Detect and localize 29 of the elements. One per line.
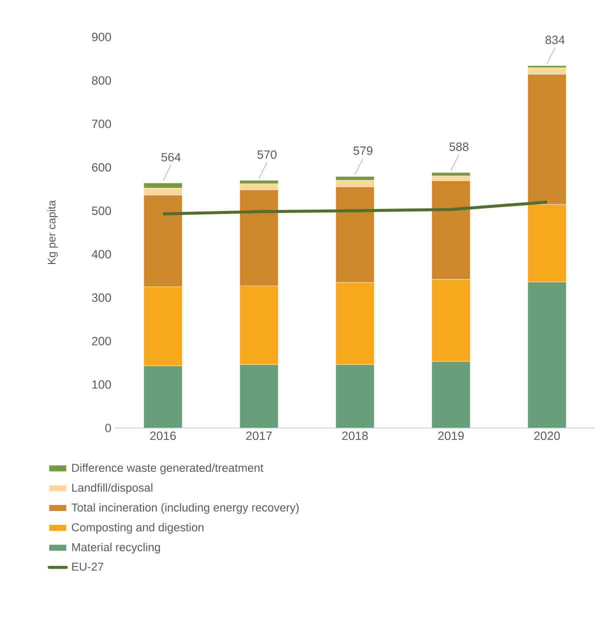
y-tick-label: 500	[92, 206, 111, 216]
bar	[431, 172, 470, 176]
legend-label: Composting and digestion	[72, 522, 204, 534]
y-tick-label: 200	[92, 336, 111, 346]
x-tick-label: 2019	[438, 432, 464, 440]
y-tick-label: 100	[92, 380, 111, 389]
y-tick-label: 700	[92, 120, 111, 128]
y-tick-label: 400	[91, 250, 111, 258]
y-tick-label: 900	[92, 32, 111, 42]
y-axis-title: Kg per capita	[47, 200, 58, 264]
legend-label: Material recycling	[72, 542, 160, 554]
y-tick-label: 0	[105, 424, 111, 432]
legend-label: Total incineration (including energy recovery)	[71, 503, 298, 514]
x-tick-label: 2020	[534, 432, 560, 440]
x-tick-label: 2017	[246, 432, 272, 440]
legend-label: Difference waste generated/treatment	[72, 463, 264, 474]
x-tick-label: 2016	[150, 432, 176, 440]
total-label: 588	[449, 142, 468, 152]
x-tick-label: 2018	[342, 432, 368, 440]
line-series	[161, 200, 548, 216]
total-label: 564	[161, 152, 180, 162]
total-label: 579	[353, 146, 372, 155]
legend-label: EU-27	[72, 562, 104, 571]
total-label: 834	[545, 36, 564, 44]
legend-label: Landfill/disposal	[72, 483, 152, 494]
y-tick-label: 300	[92, 293, 111, 302]
y-tick-label: 800	[92, 76, 111, 85]
total-label: 570	[257, 150, 276, 159]
y-tick-label: 600	[92, 163, 111, 172]
